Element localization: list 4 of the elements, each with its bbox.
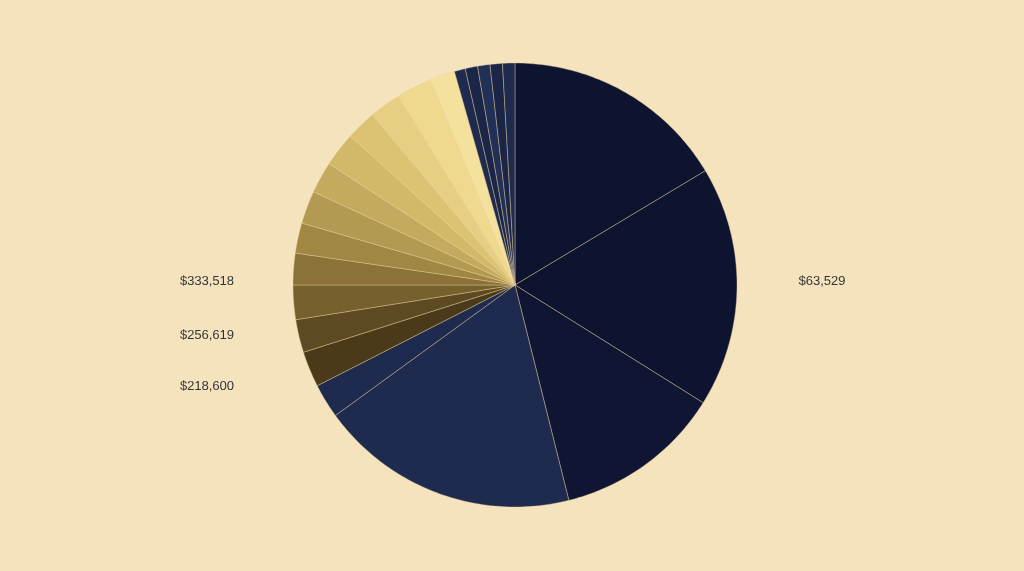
text: $333,518 (180, 275, 234, 287)
text: $218,600 (180, 380, 234, 392)
text: $63,529 (798, 275, 845, 287)
text: $256,619 (180, 329, 234, 341)
